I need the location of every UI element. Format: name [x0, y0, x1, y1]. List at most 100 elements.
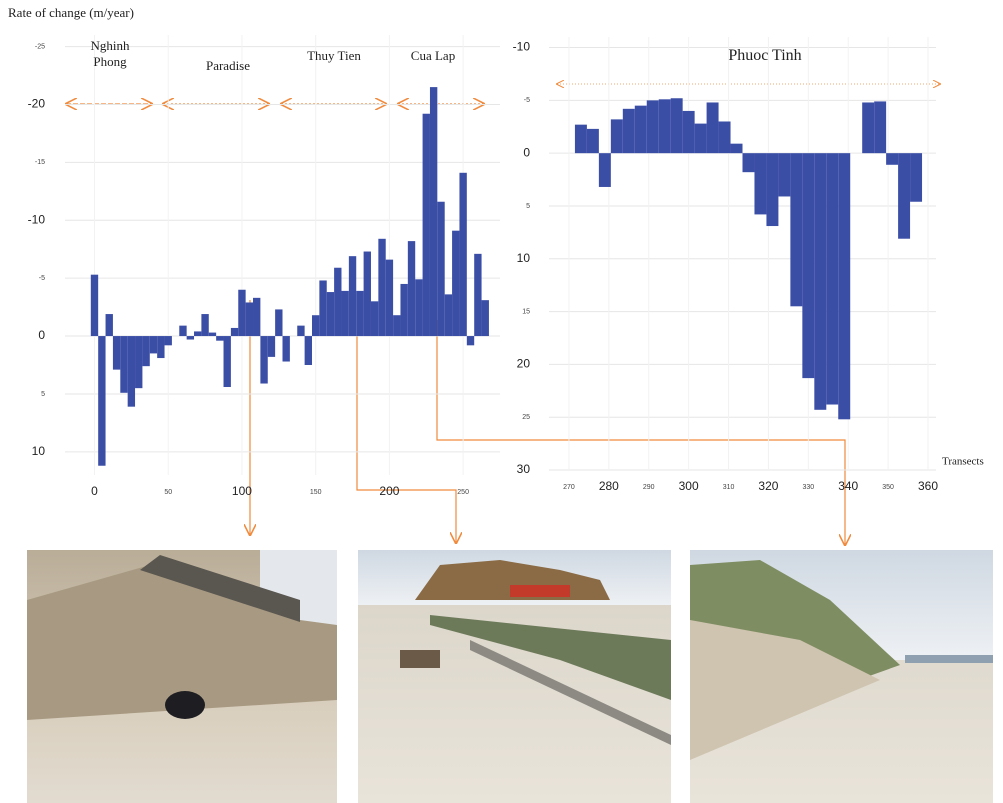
y-tick-label: -10 — [513, 40, 531, 54]
bar — [826, 153, 839, 405]
region-label: Cua Lap — [410, 48, 456, 63]
bar — [610, 119, 623, 154]
x-tick-label: 320 — [758, 479, 778, 493]
bar — [838, 153, 851, 420]
y-tick-label: 25 — [522, 414, 530, 421]
chart: -10 -5 0 5 10 15 20 25 30 270 280 290 300 310 320 330 34… — [513, 37, 984, 493]
bar — [670, 98, 683, 154]
bar — [304, 336, 312, 365]
y-tick-label: -25 — [35, 43, 45, 50]
bar — [363, 251, 371, 337]
y-tick-label: 0 — [38, 328, 45, 342]
y-axis-label: Rate of change (m/year) — [8, 5, 134, 20]
x-tick-label: 350 — [882, 484, 894, 491]
connectors — [250, 300, 845, 545]
y-tick-label: -5 — [39, 275, 45, 282]
y-tick-label: -5 — [524, 97, 530, 104]
bar — [730, 143, 743, 154]
region-label: Phuoc Tinh — [728, 48, 802, 64]
y-tick-label: 5 — [526, 203, 530, 210]
x-tick-label: 270 — [563, 484, 575, 491]
bar — [574, 124, 587, 154]
bar — [164, 336, 172, 346]
bar — [356, 290, 364, 337]
y-tick-label: 10 — [517, 251, 531, 265]
x-tick-label: 280 — [599, 479, 619, 493]
bar — [157, 336, 165, 359]
x-tick-label: 0 — [91, 484, 98, 498]
bar — [370, 301, 379, 337]
x-tick-label: 290 — [643, 484, 655, 491]
bar — [694, 123, 707, 154]
y-tick-label: 20 — [517, 357, 531, 371]
x-tick-label: 100 — [232, 484, 252, 498]
bar — [422, 113, 430, 337]
bar — [658, 99, 671, 154]
x-tick-label: 200 — [379, 484, 399, 498]
bar — [474, 253, 482, 337]
bar — [201, 314, 209, 337]
bar — [120, 336, 128, 393]
bar — [230, 327, 239, 337]
bar — [452, 230, 460, 337]
bar — [444, 294, 453, 337]
bar — [814, 153, 827, 410]
x-tick-label: 360 — [918, 479, 938, 493]
y-tick-label: 5 — [41, 391, 45, 398]
bar — [790, 153, 803, 307]
y-tick-label: -20 — [28, 97, 46, 111]
bar — [415, 279, 423, 337]
bar — [326, 292, 335, 337]
bar — [910, 153, 923, 202]
x-tick-label: 250 — [457, 489, 469, 496]
y-tick-label: -10 — [28, 212, 46, 226]
photo-1 — [27, 550, 337, 803]
bar — [267, 336, 276, 357]
annotation-box: Thuy Tien — [307, 48, 361, 63]
x-tick-label: 330 — [802, 484, 814, 491]
bar — [634, 105, 647, 154]
bar — [216, 336, 224, 341]
bar — [186, 336, 195, 340]
bar — [194, 331, 202, 337]
bar — [742, 153, 755, 173]
x-tick-label: 340 — [838, 479, 858, 493]
bar — [586, 128, 599, 154]
x-tick-label: 310 — [723, 484, 735, 491]
x-tick-label: 150 — [310, 489, 322, 496]
bar — [319, 280, 327, 337]
bar — [874, 101, 887, 154]
bar — [429, 87, 438, 337]
region-label: Thuy Tien — [307, 48, 361, 63]
y-tick-label: 10 — [32, 444, 46, 458]
y-tick-label: -15 — [35, 159, 45, 166]
y-tick-label: 30 — [517, 462, 531, 476]
bar — [886, 153, 899, 165]
bar — [718, 121, 731, 154]
bar — [275, 309, 283, 337]
bar — [260, 336, 268, 384]
bar — [481, 300, 489, 337]
bar — [598, 153, 611, 187]
x-tick-label: 50 — [164, 489, 172, 496]
bar — [149, 336, 158, 354]
bar — [646, 100, 659, 154]
bar — [98, 336, 106, 466]
bar — [378, 238, 386, 337]
bar — [142, 336, 150, 367]
annotation-box: Cua Lap — [410, 48, 456, 63]
bar — [223, 336, 231, 387]
bar — [311, 315, 320, 337]
bar — [179, 325, 187, 337]
bar — [437, 201, 445, 337]
bar — [778, 153, 791, 197]
bar — [407, 241, 416, 337]
y-tick-label: 0 — [523, 145, 530, 159]
bar — [385, 259, 394, 337]
bar — [127, 336, 136, 407]
bar — [297, 325, 305, 337]
annotation-box: Nghinh Phong — [91, 38, 130, 69]
bar — [766, 153, 779, 227]
annotation-box: Paradise — [206, 58, 250, 73]
